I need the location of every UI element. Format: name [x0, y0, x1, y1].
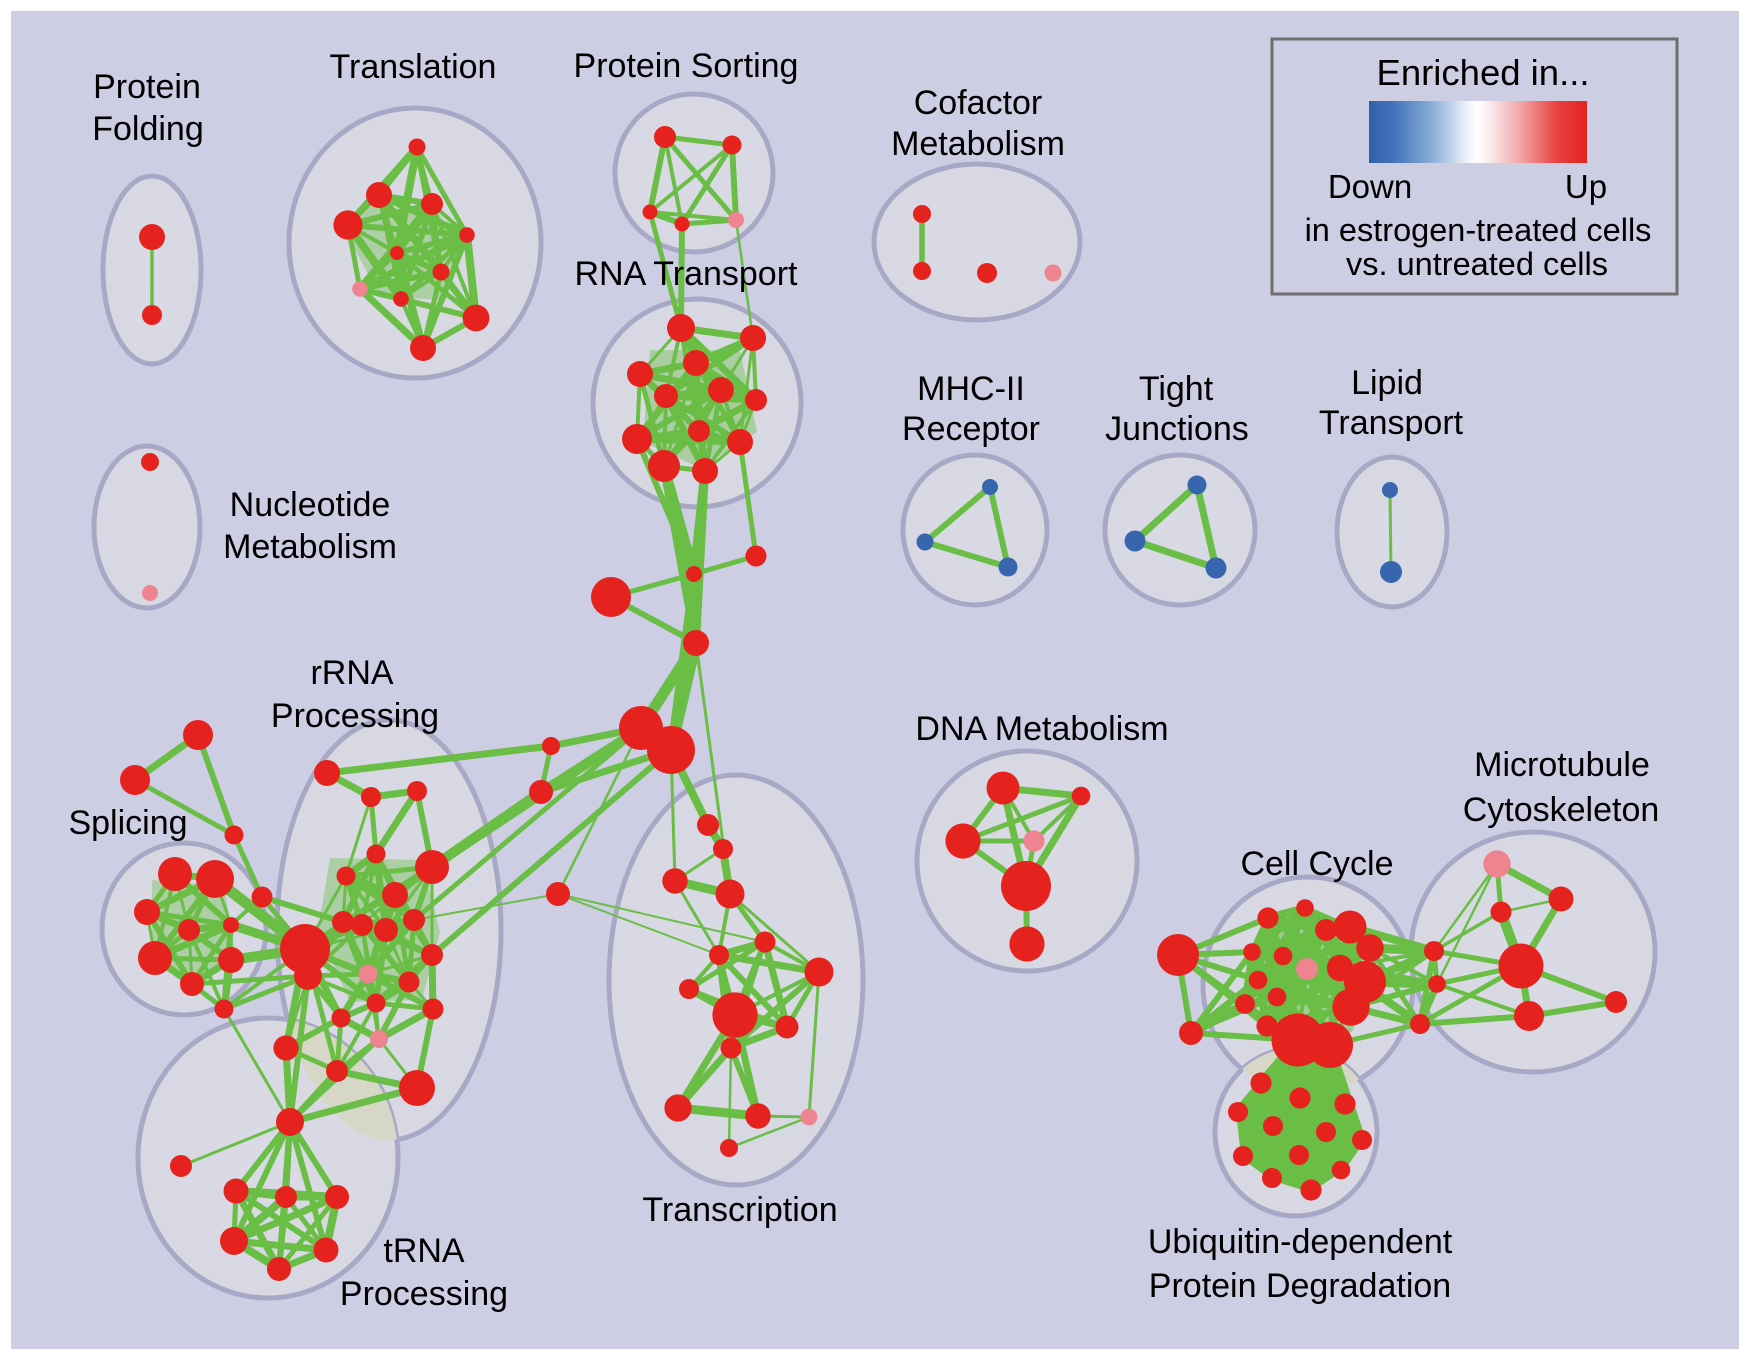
svg-text:Microtubule: Microtubule	[1474, 746, 1650, 784]
svg-text:Cofactor: Cofactor	[914, 84, 1043, 122]
svg-text:RNA Transport: RNA Transport	[575, 255, 799, 293]
svg-text:Transport: Transport	[1319, 404, 1464, 442]
svg-text:Processing: Processing	[340, 1275, 508, 1313]
svg-text:rRNA: rRNA	[310, 654, 393, 692]
svg-text:Enriched in...: Enriched in...	[1376, 52, 1589, 93]
svg-text:Metabolism: Metabolism	[223, 528, 397, 566]
svg-text:vs. untreated cells: vs. untreated cells	[1346, 246, 1608, 282]
svg-text:Protein: Protein	[93, 68, 201, 106]
svg-text:Nucleotide: Nucleotide	[230, 486, 391, 524]
svg-text:Junctions: Junctions	[1105, 410, 1249, 448]
svg-text:Up: Up	[1565, 168, 1607, 205]
svg-text:Processing: Processing	[271, 697, 439, 735]
svg-text:in estrogen-treated cells: in estrogen-treated cells	[1305, 212, 1652, 248]
svg-text:Protein Sorting: Protein Sorting	[574, 47, 799, 85]
svg-text:Down: Down	[1328, 168, 1412, 205]
svg-text:Metabolism: Metabolism	[891, 125, 1065, 163]
svg-text:Lipid: Lipid	[1351, 364, 1423, 402]
svg-text:Translation: Translation	[330, 48, 497, 86]
svg-text:Receptor: Receptor	[902, 410, 1040, 448]
svg-text:tRNA: tRNA	[383, 1232, 465, 1270]
svg-text:MHC-II: MHC-II	[917, 370, 1025, 408]
svg-text:Tight: Tight	[1139, 370, 1214, 408]
svg-text:Splicing: Splicing	[68, 804, 187, 842]
svg-text:Protein Degradation: Protein Degradation	[1149, 1267, 1451, 1305]
svg-text:Cytoskeleton: Cytoskeleton	[1463, 791, 1660, 829]
svg-text:Cell Cycle: Cell Cycle	[1240, 845, 1393, 883]
svg-text:Transcription: Transcription	[642, 1191, 837, 1229]
svg-text:Ubiquitin-dependent: Ubiquitin-dependent	[1148, 1223, 1453, 1261]
svg-text:DNA Metabolism: DNA Metabolism	[915, 710, 1168, 748]
svg-text:Folding: Folding	[92, 110, 204, 148]
